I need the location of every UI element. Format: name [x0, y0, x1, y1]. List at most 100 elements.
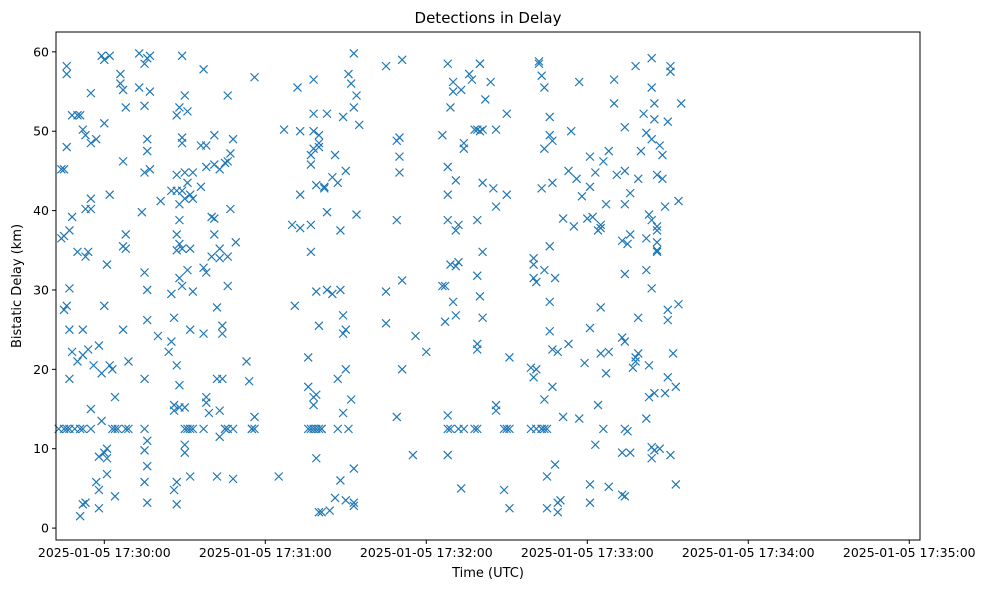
data-point [349, 498, 359, 508]
x-axis-label: Time (UTC) [451, 566, 524, 581]
data-point [344, 69, 353, 79]
data-point [569, 222, 579, 231]
data-point [558, 412, 568, 422]
y-tick-label: 30 [33, 282, 49, 297]
data-point [86, 204, 96, 214]
data-point [502, 424, 512, 434]
data-point [663, 305, 673, 315]
data-point [327, 289, 337, 299]
data-point [73, 356, 82, 366]
data-point [451, 226, 461, 235]
data-point [456, 483, 466, 493]
data-point [491, 406, 501, 416]
data-point [539, 395, 549, 404]
data-point [177, 244, 187, 254]
data-point [212, 472, 222, 481]
data-point [309, 75, 319, 85]
data-point [62, 69, 72, 79]
data-point [56, 164, 66, 174]
data-point [140, 424, 149, 434]
data-point [644, 210, 654, 219]
data-point [105, 360, 115, 370]
data-point [110, 491, 120, 501]
data-point [470, 125, 480, 135]
data-point [319, 182, 329, 192]
data-point [59, 305, 69, 315]
data-point [172, 245, 182, 255]
data-point [596, 220, 606, 230]
data-point [62, 301, 72, 311]
data-point [177, 138, 187, 148]
data-point [676, 99, 686, 108]
y-tick-label: 60 [33, 44, 49, 59]
data-point [657, 174, 667, 184]
data-point [86, 194, 96, 204]
data-point [502, 109, 512, 119]
data-point [558, 214, 568, 223]
data-point [652, 170, 662, 180]
data-point [231, 237, 241, 247]
data-point [491, 202, 501, 212]
data-point [488, 183, 498, 193]
data-point [73, 110, 82, 120]
data-point [78, 499, 88, 509]
data-point [121, 229, 131, 239]
data-point [78, 325, 88, 335]
data-point [598, 156, 608, 166]
data-point [83, 345, 93, 354]
data-point [633, 174, 643, 184]
data-point [440, 281, 450, 291]
data-point [335, 476, 345, 485]
data-point [306, 160, 316, 169]
data-point [137, 207, 147, 217]
data-point [185, 472, 195, 481]
data-point [317, 424, 327, 434]
data-point [456, 85, 466, 95]
data-point [617, 448, 627, 458]
data-point [395, 152, 404, 162]
data-point [220, 424, 230, 434]
data-point [199, 64, 209, 74]
data-point [279, 125, 289, 135]
data-point [641, 414, 651, 423]
data-point [169, 485, 179, 495]
data-point [647, 134, 657, 144]
data-point [169, 313, 179, 323]
y-tick-label: 20 [33, 362, 49, 377]
data-point [217, 374, 227, 384]
data-point [196, 182, 206, 192]
data-point [609, 75, 619, 85]
data-point [381, 318, 391, 328]
data-point [215, 406, 225, 416]
data-point [201, 268, 211, 277]
data-point [215, 253, 225, 263]
data-point [451, 176, 461, 185]
data-point [311, 453, 321, 463]
data-point [124, 356, 133, 366]
data-point [671, 382, 681, 392]
data-point [309, 400, 319, 410]
data-point [585, 182, 595, 192]
data-point [59, 164, 69, 174]
data-point [180, 403, 190, 412]
data-point [443, 450, 453, 460]
data-point [647, 283, 657, 293]
x-tick-label: 2025-01-05 17:33:00 [521, 545, 654, 560]
data-point [188, 194, 198, 204]
data-point [478, 178, 488, 188]
data-point [553, 347, 563, 357]
data-point [223, 91, 233, 100]
data-point [620, 199, 630, 209]
data-point [225, 204, 235, 214]
data-point [223, 156, 233, 166]
data-point [475, 59, 485, 69]
data-point [303, 353, 313, 362]
data-point [620, 491, 630, 501]
data-point [464, 69, 474, 79]
data-point [225, 149, 235, 158]
data-point [617, 490, 627, 500]
data-point [443, 215, 453, 225]
data-point [86, 138, 96, 148]
data-point [381, 287, 391, 296]
data-point [295, 223, 305, 233]
